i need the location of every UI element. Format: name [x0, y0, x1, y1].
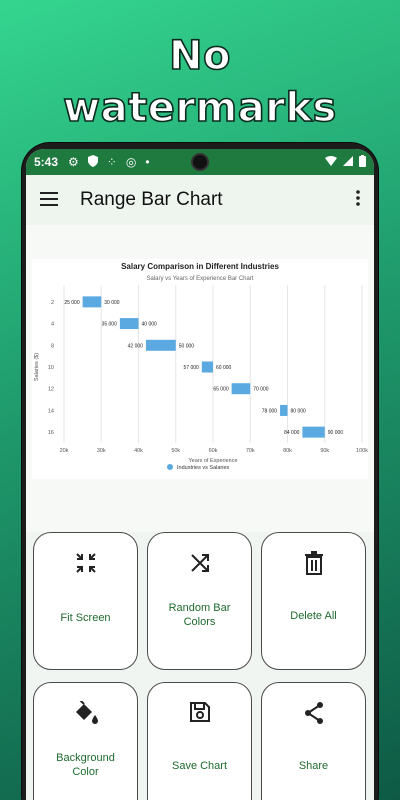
paint-bucket-icon — [73, 699, 99, 727]
bar-start-label: 84 000 — [284, 430, 300, 436]
status-time: 5:43 — [34, 155, 59, 169]
range-bar — [145, 339, 176, 351]
share-label: Share — [298, 760, 329, 772]
wifi-icon — [325, 155, 337, 169]
x-tick-label: 90k — [320, 448, 329, 454]
bar-end-label: 60 000 — [216, 365, 232, 371]
random-bar-colors-label: Random Bar Colors — [168, 602, 231, 628]
delete-all-label: Delete All — [290, 610, 337, 622]
y-tick-label: 8 — [51, 343, 54, 349]
bar-end-label: 30 000 — [104, 300, 120, 306]
front-camera — [191, 153, 209, 171]
chart-area: Salary Comparison in Different Industrie… — [26, 225, 374, 533]
app-bar: Range Bar Chart — [26, 175, 374, 225]
y-tick-label: 10 — [48, 365, 54, 371]
range-bar — [280, 404, 288, 416]
range-bar-chart: Salary Comparison in Different Industrie… — [34, 262, 368, 471]
fit-screen-label: Fit Screen — [60, 612, 111, 624]
promo-headline: No watermarks — [62, 32, 337, 132]
y-tick-label: 2 — [51, 300, 54, 306]
shield-icon — [87, 154, 98, 170]
x-tick-label: 80k — [283, 448, 292, 454]
save-icon — [189, 701, 211, 727]
trash-icon — [303, 551, 325, 577]
share-button[interactable]: Share — [261, 682, 366, 800]
data-saver-icon: ◎ — [125, 155, 137, 169]
y-tick-label: 12 — [48, 387, 54, 393]
legend-label: Industries vs Salaries — [177, 465, 230, 471]
share-icon — [302, 701, 326, 727]
delete-all-button[interactable]: Delete All — [261, 532, 366, 670]
legend-marker — [167, 464, 173, 470]
range-bar — [302, 426, 325, 438]
x-tick-label: 40k — [134, 448, 143, 454]
x-tick-label: 50k — [171, 448, 180, 454]
more-options-icon[interactable] — [356, 189, 360, 211]
bar-start-label: 25 000 — [64, 300, 80, 306]
range-bar — [201, 361, 213, 373]
y-tick-label: 14 — [48, 408, 54, 414]
background-color-button[interactable]: Background Color — [33, 682, 138, 800]
bar-start-label: 57 000 — [184, 365, 200, 371]
chart-card: Salary Comparison in Different Industrie… — [32, 259, 368, 479]
bar-start-label: 42 000 — [128, 343, 144, 349]
status-bar: 5:43 ⚙ ⁘ ◎ • — [26, 149, 374, 175]
battery-icon — [359, 154, 366, 170]
random-bar-colors-button[interactable]: Random Bar Colors — [147, 532, 252, 670]
x-tick-label: 60k — [209, 448, 218, 454]
fit-screen-icon — [74, 551, 98, 577]
settings-icon: ⚙ — [68, 155, 79, 169]
cast-icon: ⁘ — [106, 155, 117, 169]
bar-end-label: 90 000 — [328, 430, 344, 436]
y-tick-label: 4 — [51, 322, 54, 328]
x-tick-label: 70k — [246, 448, 255, 454]
chart-subtitle: Salary vs Years of Experience Bar Chart — [146, 276, 253, 282]
x-tick-label: 20k — [60, 448, 69, 454]
y-axis-label: Salaries ($) — [34, 353, 40, 381]
fit-screen-button[interactable]: Fit Screen — [33, 532, 138, 670]
y-tick-label: 16 — [48, 430, 54, 436]
range-bar — [119, 318, 139, 330]
signal-icon — [343, 155, 353, 169]
app-title: Range Bar Chart — [80, 189, 223, 210]
bar-end-label: 70 000 — [253, 387, 269, 393]
dot-icon: • — [145, 155, 150, 169]
x-tick-label: 100k — [356, 448, 368, 454]
range-bar — [231, 383, 251, 395]
bar-end-label: 50 000 — [179, 343, 195, 349]
phone-screen: 5:43 ⚙ ⁘ ◎ • Range Bar Chart — [26, 149, 374, 800]
bar-end-label: 40 000 — [142, 322, 158, 328]
chart-title: Salary Comparison in Different Industrie… — [121, 262, 279, 271]
bar-start-label: 78 000 — [262, 408, 278, 414]
menu-icon[interactable] — [40, 189, 72, 212]
background-color-label: Background Color — [56, 752, 115, 778]
save-chart-button[interactable]: Save Chart — [147, 682, 252, 800]
bar-start-label: 35 000 — [102, 322, 118, 328]
action-buttons: Fit Screen Random Bar Colors Delete All … — [26, 532, 374, 800]
bar-start-label: 65 000 — [213, 387, 229, 393]
range-bar — [82, 296, 102, 308]
save-chart-label: Save Chart — [171, 760, 228, 772]
bar-end-label: 80 000 — [291, 408, 307, 414]
x-axis-label: Years of Experience — [188, 458, 237, 464]
shuffle-icon — [188, 551, 212, 577]
x-tick-label: 30k — [97, 448, 106, 454]
